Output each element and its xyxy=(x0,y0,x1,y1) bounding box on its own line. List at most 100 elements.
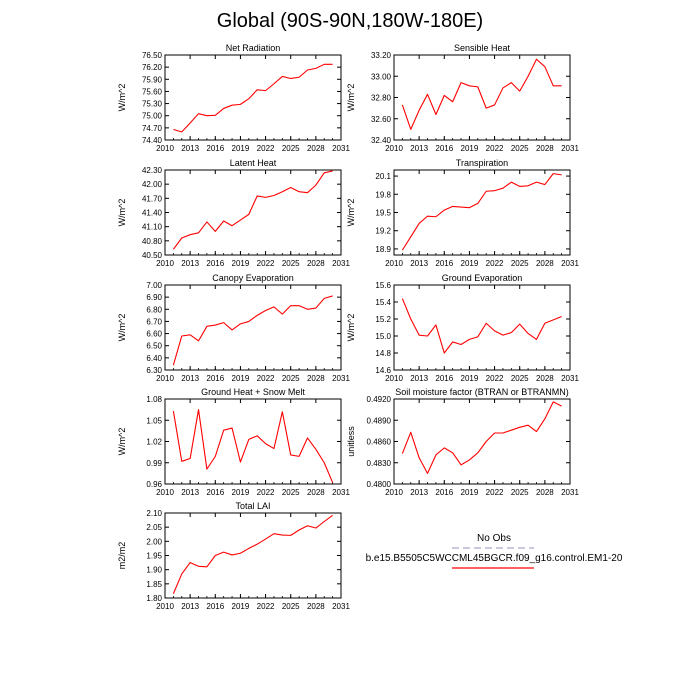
plot-frame xyxy=(164,54,342,141)
y-tick-label: 19.5 xyxy=(375,209,391,218)
x-tick-label: 2022 xyxy=(486,144,504,153)
y-tick-label: 1.05 xyxy=(146,416,162,425)
x-tick-label: 2022 xyxy=(257,144,275,153)
x-tick-label: 2010 xyxy=(156,374,174,383)
x-tick-label: 2022 xyxy=(486,259,504,268)
x-tick-label: 2016 xyxy=(206,374,224,383)
x-tick-label: 2025 xyxy=(282,602,300,611)
y-tick-label: 1.95 xyxy=(146,552,162,561)
plot-frame xyxy=(164,512,342,599)
y-tick-label: 1.85 xyxy=(146,580,162,589)
x-tick-label: 2016 xyxy=(435,374,453,383)
y-tick-label: 2.00 xyxy=(146,537,162,546)
chart-panel-5: Ground Evaporation W/m^2 2010 2013 2016 2019 2… xyxy=(346,273,579,383)
plot-frame xyxy=(393,169,571,256)
x-tick-label: 2025 xyxy=(282,374,300,383)
series-line xyxy=(401,401,562,474)
chart-title: Ground Evaporation xyxy=(442,273,523,283)
chart-title: Sensible Heat xyxy=(454,43,511,53)
x-tick-label: 2013 xyxy=(410,488,428,497)
y-tick-label: 42.00 xyxy=(142,180,163,189)
x-tick-label: 2019 xyxy=(232,374,250,383)
page-title: Global (90S-90N,180W-180E) xyxy=(216,10,484,32)
plot-frame xyxy=(393,284,571,371)
x-tick-label: 2028 xyxy=(307,259,325,268)
plot-frame xyxy=(164,284,342,371)
y-tick-label: 0.99 xyxy=(146,459,162,468)
y-axis-label: W/m^2 xyxy=(346,84,356,112)
y-tick-label: 15.4 xyxy=(375,298,391,307)
x-tick-label: 2013 xyxy=(181,374,199,383)
chart-title: Total LAI xyxy=(235,501,270,511)
y-axis-label: W/m^2 xyxy=(117,428,127,456)
y-tick-label: 74.70 xyxy=(142,124,163,133)
x-tick-label: 2019 xyxy=(461,259,479,268)
y-axis-label: W/m^2 xyxy=(117,314,127,342)
x-tick-label: 2019 xyxy=(461,488,479,497)
x-tick-label: 2016 xyxy=(206,259,224,268)
x-tick-label: 2019 xyxy=(232,259,250,268)
x-tick-label: 2013 xyxy=(410,144,428,153)
x-tick-label: 2013 xyxy=(181,602,199,611)
y-tick-label: 75.90 xyxy=(142,75,163,84)
x-tick-label: 2028 xyxy=(307,488,325,497)
chart-panel-1: Sensible Heat W/m^2 2010 2013 2016 2019 2022 20… xyxy=(346,43,579,153)
chart-title: Ground Heat + Snow Melt xyxy=(201,387,305,397)
x-tick-label: 2031 xyxy=(332,144,350,153)
y-tick-label: 75.00 xyxy=(142,112,163,121)
y-tick-label: 1.90 xyxy=(146,566,162,575)
y-tick-label: 41.10 xyxy=(142,223,163,232)
series-line xyxy=(172,409,334,483)
x-tick-label: 2025 xyxy=(511,144,529,153)
chart-title: Net Radiation xyxy=(226,43,281,53)
y-tick-label: 33.20 xyxy=(371,51,392,60)
x-tick-label: 2016 xyxy=(435,488,453,497)
x-tick-label: 2028 xyxy=(536,259,554,268)
x-tick-label: 2025 xyxy=(282,488,300,497)
x-tick-label: 2010 xyxy=(156,488,174,497)
x-tick-label: 2010 xyxy=(156,259,174,268)
chart-title: Latent Heat xyxy=(230,158,277,168)
y-axis-label: W/m^2 xyxy=(117,199,127,227)
x-tick-label: 2031 xyxy=(561,259,579,268)
y-tick-label: 1.80 xyxy=(146,594,162,603)
x-tick-label: 2010 xyxy=(385,374,403,383)
plot-frame xyxy=(164,169,342,256)
y-tick-label: 32.80 xyxy=(371,94,392,103)
series-line xyxy=(172,170,333,250)
chart-panel-0: Net Radiation W/m^2 2010 2013 2016 2019 2022 20… xyxy=(117,43,350,153)
series-line xyxy=(401,173,562,251)
x-tick-label: 2016 xyxy=(206,488,224,497)
chart-title: Transpiration xyxy=(456,158,508,168)
x-tick-label: 2022 xyxy=(257,602,275,611)
y-tick-label: 15.2 xyxy=(375,315,391,324)
x-tick-label: 2028 xyxy=(307,374,325,383)
y-axis-label: W/m^2 xyxy=(346,199,356,227)
x-tick-label: 2010 xyxy=(156,602,174,611)
chart-panel-6: Ground Heat + Snow Melt W/m^2 2010 2013 2016… xyxy=(117,387,350,497)
series-line xyxy=(172,295,333,366)
x-tick-label: 2013 xyxy=(410,259,428,268)
x-tick-label: 2022 xyxy=(257,374,275,383)
y-tick-label: 6.60 xyxy=(146,330,162,339)
chart-title: Soil moisture factor (BTRAN or BTRANMN) xyxy=(395,387,569,397)
x-tick-label: 2013 xyxy=(181,259,199,268)
y-tick-label: 14.8 xyxy=(375,349,391,358)
legend: No Obs b.e15.B5505C5WCCML45BGCR.f09_g16.… xyxy=(366,533,623,569)
chart-panel-2: Latent Heat W/m^2 2010 2013 2016 2019 2022 2025… xyxy=(117,158,350,268)
chart-panel-8: Total LAI m2/m2 2010 2013 2016 2019 2022 2025 20… xyxy=(117,501,350,611)
y-tick-label: 18.9 xyxy=(375,245,391,254)
y-tick-label: 19.8 xyxy=(375,190,391,199)
x-tick-label: 2031 xyxy=(561,488,579,497)
legend-obs-label: No Obs xyxy=(477,533,511,544)
x-tick-label: 2022 xyxy=(486,488,504,497)
x-tick-label: 2016 xyxy=(435,144,453,153)
y-tick-label: 6.30 xyxy=(146,366,162,375)
x-tick-label: 2016 xyxy=(206,144,224,153)
x-tick-label: 2025 xyxy=(511,374,529,383)
y-tick-label: 20.1 xyxy=(375,172,391,181)
x-tick-label: 2031 xyxy=(561,374,579,383)
y-tick-label: 6.50 xyxy=(146,342,162,351)
x-tick-label: 2019 xyxy=(232,488,250,497)
